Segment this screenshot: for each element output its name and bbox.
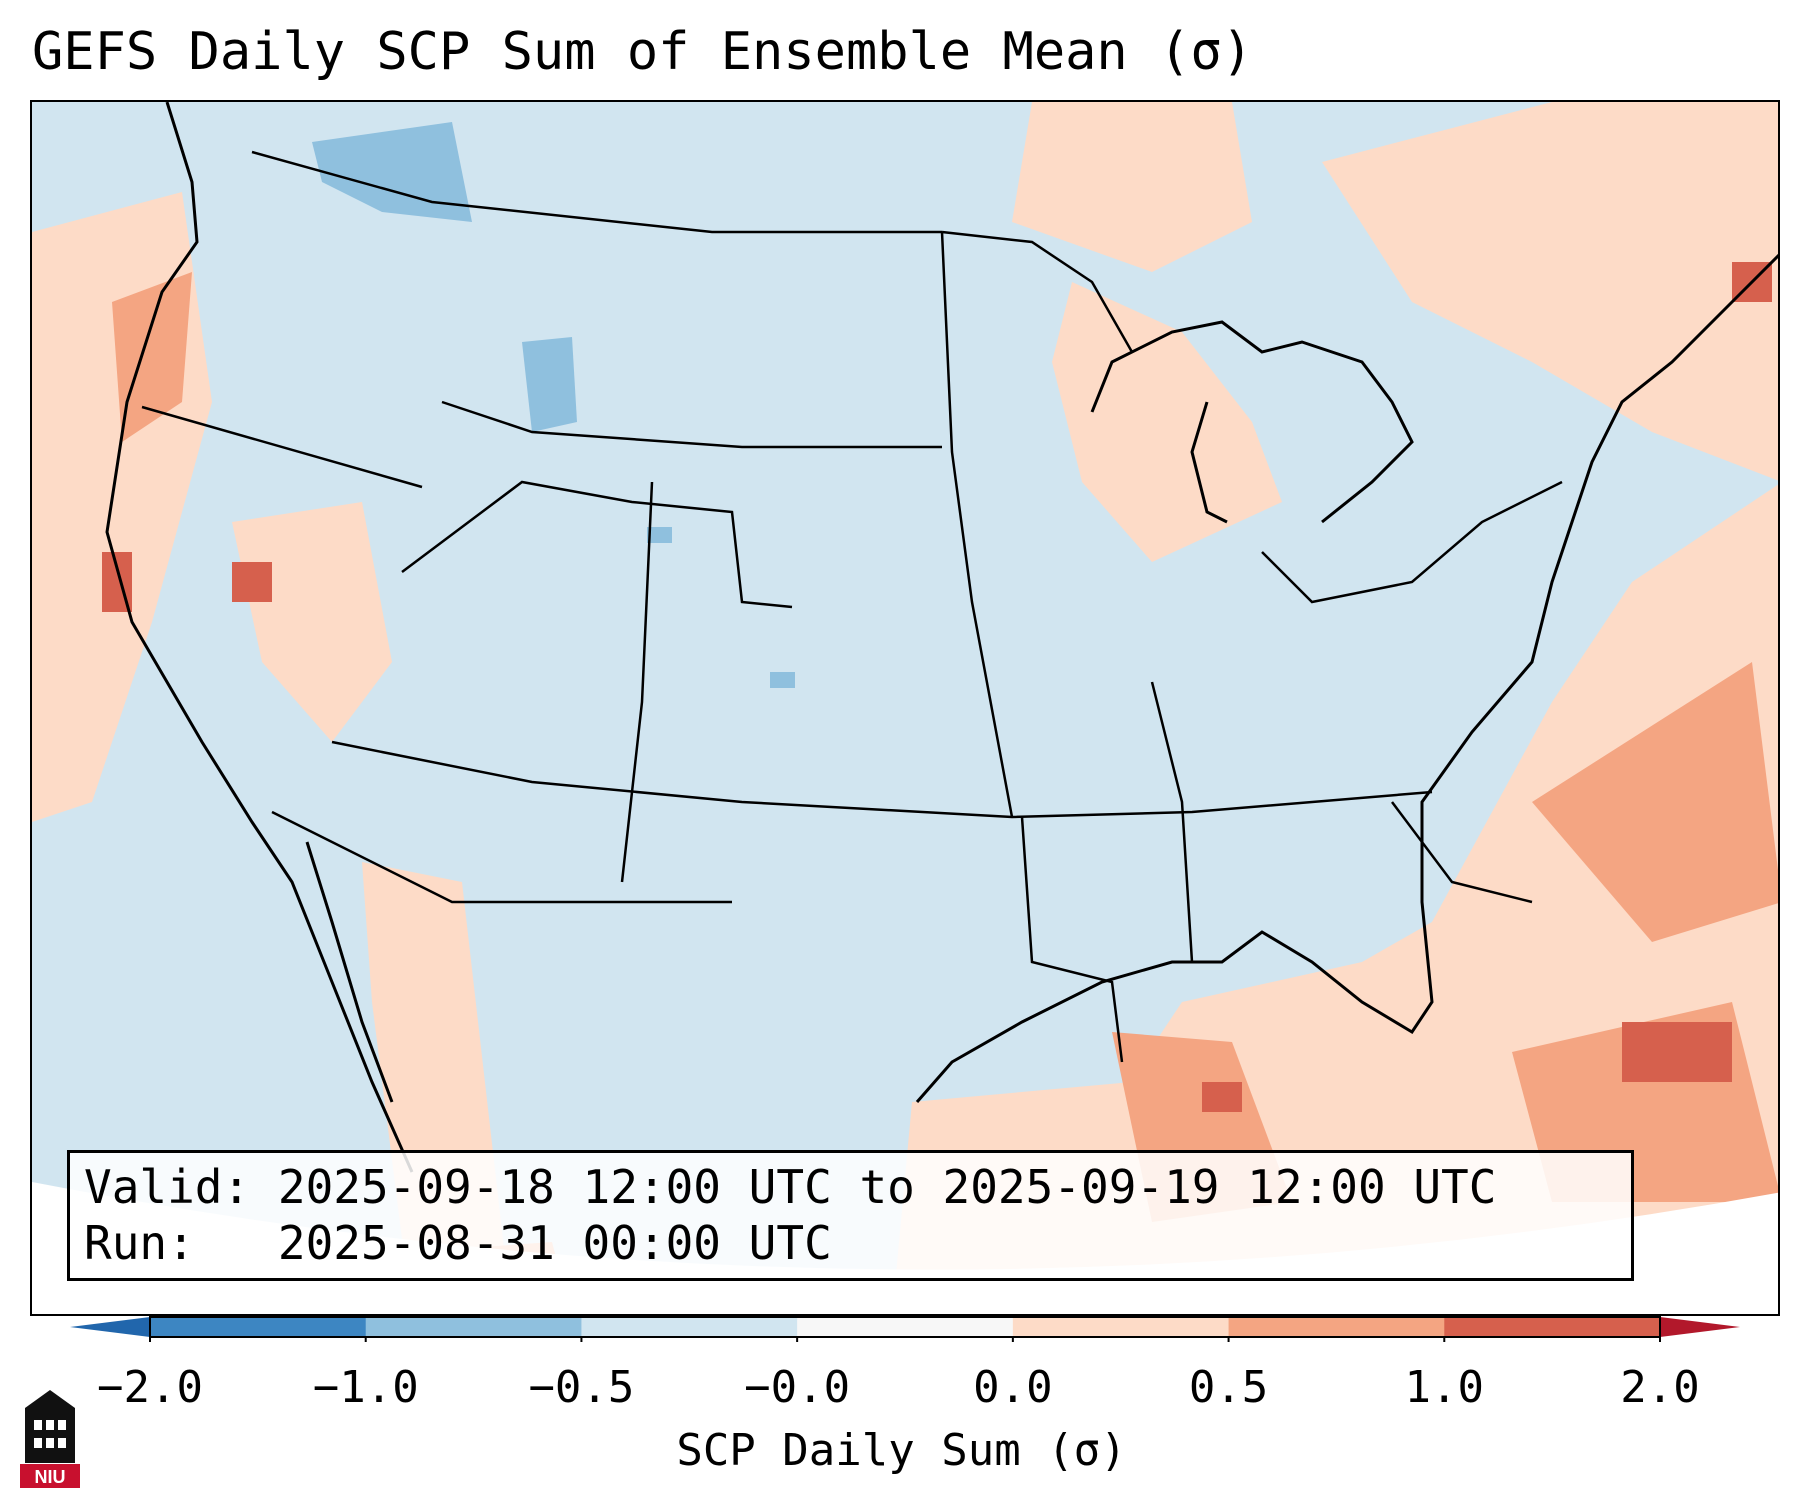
colorbar-bin [365,1317,582,1337]
idaho-negative-anomaly [312,122,472,222]
utah-az-border [620,481,654,883]
northeast-anomaly [1322,102,1778,481]
colorbar-tick-label: 2.0 [1620,1362,1700,1413]
colorbar-tick-label: 1.0 [1404,1362,1485,1413]
pacific-coastline [105,102,414,1173]
niu-logo: NIU [20,1390,80,1488]
ohio-valley-border [1261,480,1563,604]
gulf-atlantic-coastline [915,253,1778,1103]
or-ca-border [141,405,423,489]
run-value: 2025-08-31 00:00 UTC [277,1216,832,1270]
gulf-max-anomaly [1202,1082,1242,1112]
colorbar [70,1316,1740,1342]
colorbar-bin [797,1317,1014,1337]
central-meridian-border [940,231,1014,818]
state-borders [141,150,1563,1063]
colorbar-label: SCP Daily Sum (σ) [676,1425,1127,1476]
colorbar-bin [1444,1317,1661,1337]
great-lakes-anomaly [1052,282,1282,562]
colorbar-bin [150,1317,367,1337]
southeast-border [1391,801,1533,904]
colorbar-ticks [149,1337,1661,1342]
us-canada-border-east [941,230,1134,353]
colorbar-over-arrow [1660,1317,1740,1337]
colorado-negative-anomaly [647,527,672,543]
mississippi-border [1150,681,1194,963]
canada-anomaly [1012,102,1252,272]
coastlines [105,102,1778,1173]
atlantic-strong-anomaly [1532,662,1778,942]
run-label: Run: [84,1216,195,1270]
colorbar-tick-label: 0.5 [1188,1362,1269,1413]
oregon-strong-anomaly [112,272,192,442]
colorado-border [401,480,793,609]
colorbar-outline [149,1316,1661,1338]
colorbar-bins [150,1317,1661,1337]
projection-edge [32,1182,1778,1314]
map-title: GEFS Daily SCP Sum of Ensemble Mean (σ) [32,22,1253,82]
colorbar-tick-label: −1.0 [312,1362,419,1413]
colorbar-tick-label: −0.5 [528,1362,635,1413]
colorbar-bin [581,1317,798,1337]
wyoming-negative-anomaly [522,337,577,432]
valid-label: Valid: [84,1160,251,1214]
colorbar-tick-label: −2.0 [97,1362,203,1413]
nevada-max-anomaly [232,562,272,602]
valid-value: 2025-09-18 12:00 UTC to 2025-09-19 12:00… [277,1160,1497,1214]
logo-tower [25,1408,75,1463]
baja-coastline [305,841,394,1103]
map-canvas [32,102,1778,1314]
bahamas-max-anomaly [1622,1022,1732,1082]
colorbar-bin [1012,1317,1230,1337]
colorbar-bin [1228,1317,1445,1337]
texas-east-border [1020,816,1124,1063]
colorbar-tick-label: −0.0 [744,1362,851,1413]
map-panel [30,100,1780,1316]
logo-badge [20,1464,80,1488]
logo-text: NIU [35,1467,66,1487]
colorbar-tick-label: 0.0 [973,1362,1053,1413]
valid-row: Valid: 2025-09-18 12:00 UTC to 2025-09-1… [84,1159,1631,1215]
negative-anomaly-regions [312,122,795,688]
great-lakes-shoreline [1090,320,1414,524]
southwest-border [271,810,732,904]
lake-michigan-shore [1190,401,1228,524]
us-canada-border [251,150,942,234]
run-row: Run: 2025-08-31 00:00 UTC [84,1215,1631,1271]
valid-run-info-box: Valid: 2025-09-18 12:00 UTC to 2025-09-1… [67,1150,1634,1281]
newmexico-negative-anomaly [770,672,795,688]
colorbar-under-arrow [70,1317,150,1337]
mid-latitude-border [331,740,1433,819]
logo-roof [25,1390,75,1408]
nebraska-north-border [441,400,942,449]
